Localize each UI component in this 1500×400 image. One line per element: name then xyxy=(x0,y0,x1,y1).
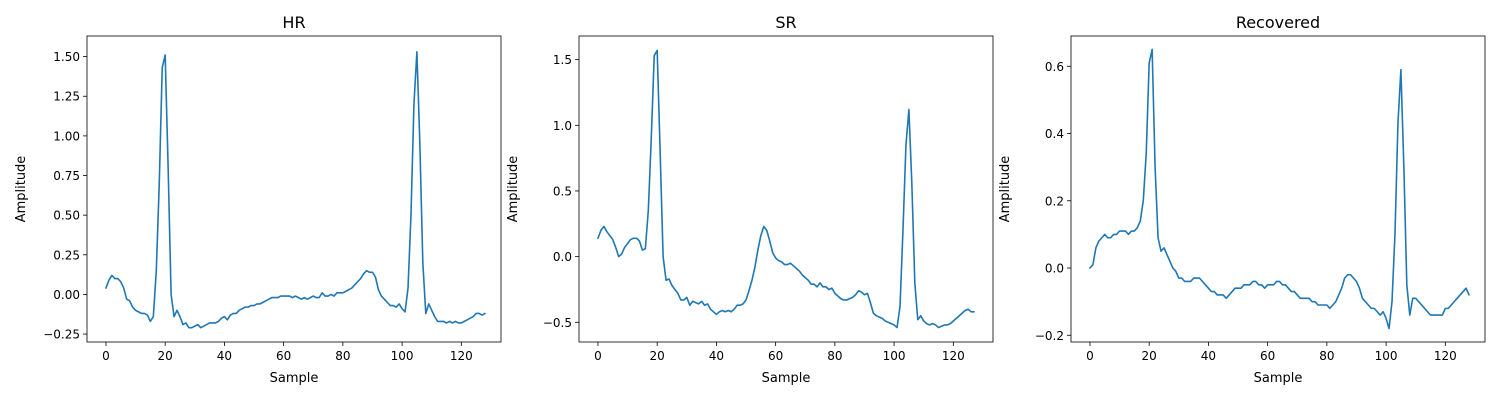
y-tick-label: 0.0 xyxy=(1045,262,1064,276)
y-tick-label: 0.50 xyxy=(53,209,80,223)
x-tick-label: 40 xyxy=(1201,349,1216,363)
y-tick-label: 0.25 xyxy=(53,248,80,262)
y-tick-label: 1.00 xyxy=(53,129,80,143)
x-tick-label: 80 xyxy=(827,349,842,363)
y-tick-label: 0.75 xyxy=(53,169,80,183)
y-tick-label: 0.4 xyxy=(1045,127,1064,141)
x-tick-label: 120 xyxy=(450,349,473,363)
series-line xyxy=(1089,48,1470,330)
y-tick-label: 0.2 xyxy=(1045,194,1064,208)
y-tick-label: 0.6 xyxy=(1045,60,1064,74)
y-tick-label: 0.0 xyxy=(553,250,572,264)
chart-panel-1: 0 20 40 60 80 100 120 −0.25 0.00 0.25 0.50 0.75 1.00… xyxy=(14,13,502,386)
x-axis-label: Sample xyxy=(270,371,319,386)
plot-frame xyxy=(578,35,994,343)
x-tick-label: 20 xyxy=(158,349,173,363)
plot-frame xyxy=(1070,35,1486,343)
y-axis-label: Amplitude xyxy=(14,156,29,223)
x-tick-label: 100 xyxy=(883,349,906,363)
x-tick-label: 60 xyxy=(768,349,783,363)
chart-title: Recovered xyxy=(1236,13,1320,32)
x-tick-label: 20 xyxy=(1142,349,1157,363)
y-axis-label: Amplitude xyxy=(506,156,521,223)
y-tick-label: 1.0 xyxy=(553,119,572,133)
chart-title: SR xyxy=(775,13,796,32)
x-tick-label: 0 xyxy=(594,349,602,363)
x-tick-label: 20 xyxy=(650,349,665,363)
y-tick-label: 1.5 xyxy=(553,53,572,67)
chart-panel-2: 0 20 40 60 80 100 120 −0.5 0.0 0.5 1.0 1.5 SR Sample A… xyxy=(506,13,994,386)
y-tick-label: −0.2 xyxy=(1035,329,1064,343)
x-tick-label: 40 xyxy=(217,349,232,363)
x-tick-label: 0 xyxy=(102,349,110,363)
x-tick-label: 60 xyxy=(1260,349,1275,363)
y-tick-label: −0.5 xyxy=(543,316,572,330)
y-tick-label: 0.00 xyxy=(53,288,80,302)
x-axis-label: Sample xyxy=(762,371,811,386)
x-tick-label: 40 xyxy=(709,349,724,363)
x-tick-label: 0 xyxy=(1086,349,1094,363)
x-tick-label: 120 xyxy=(942,349,965,363)
x-tick-label: 120 xyxy=(1434,349,1457,363)
plot-frame xyxy=(86,35,502,343)
y-tick-label: 1.25 xyxy=(53,90,80,104)
x-tick-label: 60 xyxy=(276,349,291,363)
y-axis-label: Amplitude xyxy=(998,156,1013,223)
series-line xyxy=(597,49,975,329)
y-tick-label: 1.50 xyxy=(53,50,80,64)
x-tick-label: 100 xyxy=(391,349,414,363)
chart-title: HR xyxy=(282,13,305,32)
series-line xyxy=(105,51,486,329)
y-tick-label: −0.25 xyxy=(43,328,80,342)
y-tick-label: 0.5 xyxy=(553,184,572,198)
chart-panel-3: 0 20 40 60 80 100 120 −0.2 0.0 0.2 0.4 0.6 Recovered… xyxy=(998,13,1486,386)
x-tick-label: 80 xyxy=(1319,349,1334,363)
x-axis-label: Sample xyxy=(1254,371,1303,386)
x-tick-label: 80 xyxy=(335,349,350,363)
x-tick-label: 100 xyxy=(1375,349,1398,363)
